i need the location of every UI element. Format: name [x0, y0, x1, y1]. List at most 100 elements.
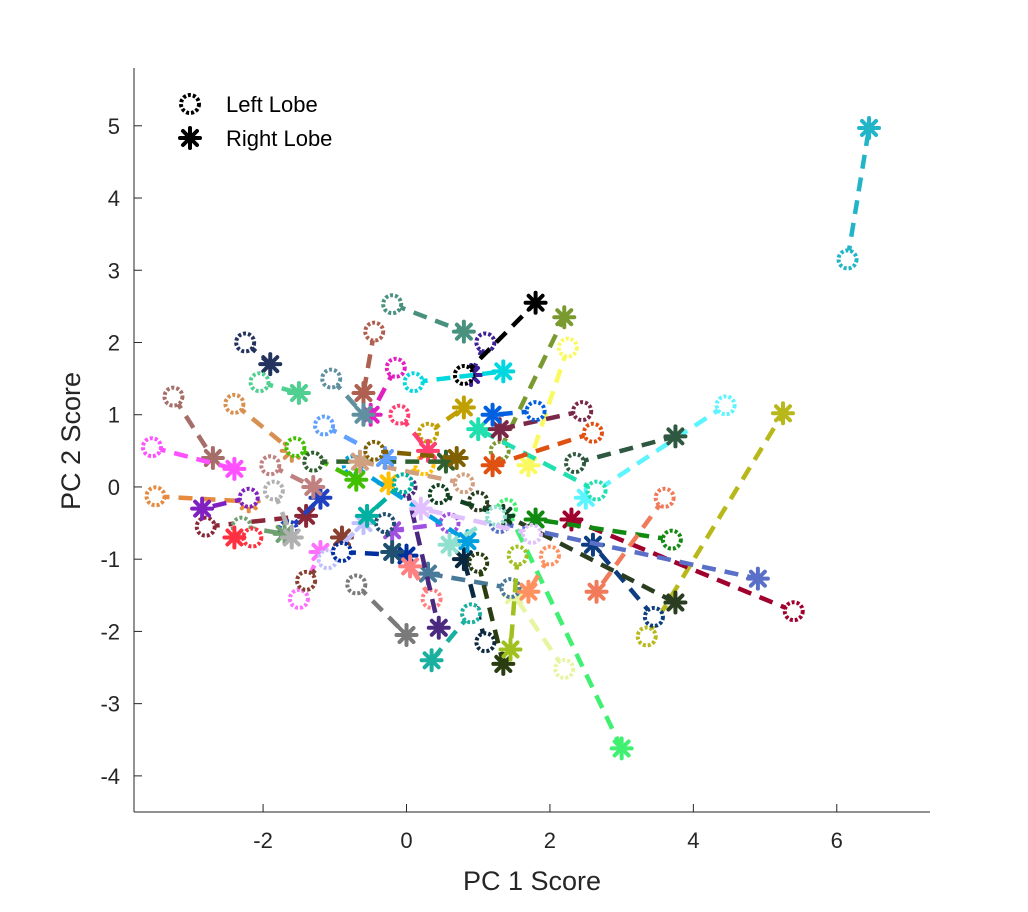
legend-label-right-lobe: Right Lobe — [226, 126, 332, 151]
lobe-pair — [351, 320, 386, 406]
pair-connector-line — [574, 434, 677, 466]
left-lobe-point — [284, 436, 307, 459]
left-lobe-point — [320, 367, 343, 390]
pair-connector-line — [391, 302, 465, 334]
pair-connector-line — [512, 594, 567, 671]
right-lobe-point — [466, 417, 491, 442]
pair-connector-line — [461, 558, 488, 643]
right-lobe-point — [552, 305, 577, 330]
lobe-pair — [487, 400, 594, 442]
right-lobe-point — [301, 474, 326, 499]
pair-connector-line — [570, 517, 795, 614]
right-lobe-point — [380, 539, 405, 564]
right-lobe-point — [344, 467, 369, 492]
y-axis-title: PC 2 Score — [56, 372, 86, 510]
x-tick-label: 6 — [831, 828, 843, 853]
legend: Left Lobe Right Lobe — [178, 92, 332, 151]
left-lobe-point — [714, 394, 737, 417]
y-tick-label: -3 — [100, 692, 120, 717]
data-pairs — [140, 115, 882, 761]
right-lobe-point — [222, 525, 247, 550]
lobe-pair — [559, 507, 805, 623]
x-axis-title: PC 1 Score — [463, 866, 601, 896]
lobe-pair — [635, 401, 795, 648]
lobe-pair — [480, 421, 604, 478]
right-lobe-point — [398, 554, 423, 579]
right-lobe-point — [451, 395, 476, 420]
right-lobe-point — [416, 438, 441, 463]
left-lobe-point — [287, 587, 310, 610]
left-lobe-point — [635, 625, 658, 648]
lobe-pair — [437, 504, 508, 557]
left-lobe-point — [234, 331, 257, 354]
left-lobe-point — [313, 414, 336, 437]
lobe-pair — [836, 115, 882, 271]
pair-connector-line — [427, 571, 511, 591]
left-lobe-point — [452, 472, 475, 495]
left-lobe-point — [259, 454, 282, 477]
x-tick-label: 2 — [544, 828, 556, 853]
right-lobe-point — [857, 115, 882, 140]
right-lobe-point — [663, 590, 688, 615]
y-tick-label: 1 — [108, 403, 120, 428]
legend-marker-right-lobe-icon — [178, 126, 202, 150]
right-lobe-point — [355, 503, 380, 528]
right-lobe-point — [491, 359, 516, 384]
left-lobe-point — [427, 483, 450, 506]
lobe-pair — [363, 439, 469, 471]
right-lobe-point — [451, 319, 476, 344]
pair-connector-line — [420, 506, 533, 537]
pair-connector-line — [359, 459, 465, 486]
lobe-pair — [498, 544, 529, 662]
lobe-pair — [516, 336, 579, 478]
left-lobe-point — [836, 248, 859, 271]
left-lobe-point — [237, 486, 260, 509]
right-lobe-point — [294, 503, 319, 528]
left-lobe-point — [248, 371, 271, 394]
x-tick-label: -2 — [253, 828, 273, 853]
lobe-pair — [580, 532, 665, 628]
lobe-pair — [248, 371, 311, 406]
legend-label-left-lobe: Left Lobe — [226, 92, 318, 117]
pair-connector-line — [845, 127, 872, 260]
lobe-pair — [381, 293, 476, 344]
lobe-pair — [564, 424, 688, 475]
left-lobe-point — [524, 400, 547, 423]
x-tick-label: 4 — [687, 828, 699, 853]
lobe-pair — [320, 367, 376, 427]
lobe-pair — [584, 486, 676, 604]
right-lobe-point — [190, 496, 215, 521]
y-tick-label: 4 — [108, 186, 120, 211]
right-lobe-point — [480, 402, 505, 427]
left-lobe-point — [363, 320, 386, 343]
lobe-pair — [516, 544, 561, 604]
pair-connector-line — [499, 408, 583, 432]
right-lobe-point — [426, 615, 451, 640]
right-lobe-point — [419, 648, 444, 673]
lobe-pair — [480, 400, 547, 427]
right-lobe-point — [663, 424, 688, 449]
left-lobe-point — [295, 569, 318, 592]
x-tick-label: 0 — [400, 828, 412, 853]
y-tick-label: -4 — [100, 764, 120, 789]
left-lobe-point — [521, 522, 543, 545]
left-lobe-point — [488, 439, 511, 462]
lobe-pair — [466, 417, 608, 502]
left-lobe-point — [144, 485, 167, 508]
lobe-pair — [452, 290, 548, 386]
y-tick-label: 5 — [108, 114, 120, 139]
right-lobe-point — [222, 456, 247, 481]
lobe-pair — [234, 331, 283, 377]
y-tick-label: 0 — [108, 475, 120, 500]
lobe-pair — [419, 602, 483, 673]
lobe-pair — [347, 449, 475, 495]
y-tick-label: -1 — [100, 547, 120, 572]
right-lobe-point — [770, 401, 795, 426]
right-lobe-point — [516, 579, 541, 604]
right-lobe-point — [609, 736, 634, 761]
left-lobe-point — [381, 293, 404, 316]
left-lobe-point — [571, 400, 594, 423]
left-lobe-point — [302, 450, 325, 473]
left-lobe-point — [642, 605, 665, 628]
left-lobe-point — [388, 403, 411, 426]
